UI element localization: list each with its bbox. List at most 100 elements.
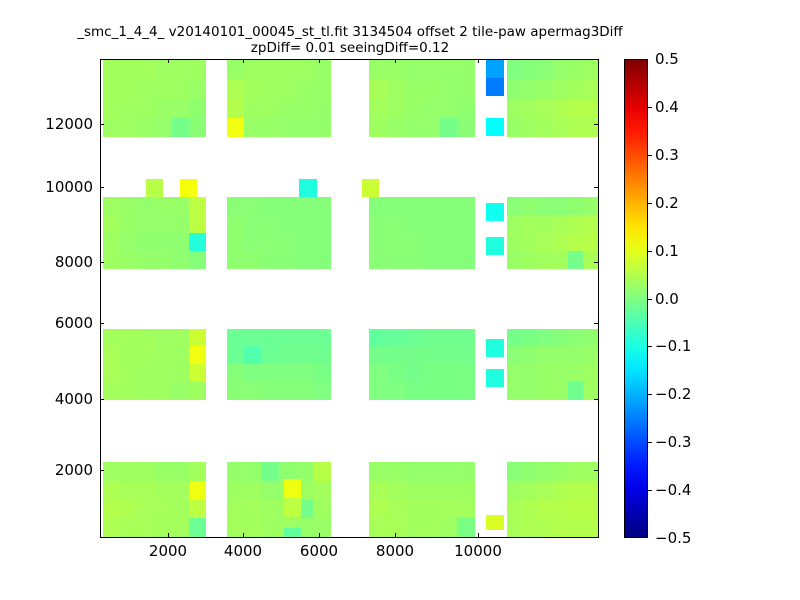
heatmap-cell [422,381,440,400]
heatmap-cell [386,232,405,251]
heatmap-cell [439,499,458,519]
heatmap-cell [278,328,296,347]
gap-cell-cyan [299,179,317,198]
heatmap-cell [313,499,331,519]
heatmap-cell [103,499,121,519]
heatmap-cell [439,328,458,347]
heatmap-cell [369,117,387,138]
heatmap-cell [582,60,598,80]
heatmap-cell [404,117,423,138]
heatmap-cell [189,499,207,519]
heatmap-cell [582,328,598,347]
heatmap-cell [552,196,568,215]
colorbar-tick [648,394,652,396]
heatmap-cell [313,79,331,99]
x-axis-tick [243,59,244,63]
heatmap-cell [120,480,138,500]
heatmap-cell [369,480,387,500]
x-axis-tick [168,533,169,537]
heatmap-cell [261,518,279,537]
heatmap-cell [422,60,440,80]
title-line-2: zpDiff= 0.01 seeingDiff=0.12 [250,40,450,56]
heatmap-cell [404,214,423,233]
heatmap-cell [439,346,458,365]
detector-tile [103,462,207,537]
heatmap-cell [154,117,172,138]
heatmap-cell [154,196,172,215]
heatmap-cell [582,346,598,365]
heatmap-cell [244,346,262,365]
heatmap-cell [567,117,583,138]
y-axis-tick [100,262,104,263]
heatmap-cell [522,60,538,80]
heatmap-cell [369,462,387,481]
heatmap-cell [244,250,262,269]
heatmap-cell [171,381,190,400]
detector-tile [369,462,475,537]
heatmap-cell [507,381,523,400]
heatmap-cell [244,381,262,400]
heatmap-cell [507,518,523,537]
heatmap-cell [567,214,583,233]
heatmap-cell [537,462,553,481]
heatmap-cell [422,328,440,347]
heatmap-cell [507,346,523,365]
y-axis-tick [100,470,104,471]
heatmap-cell [567,364,583,382]
heatmap-cell [507,79,523,99]
colorbar-tick-label: −0.3 [655,433,692,452]
heatmap-cell [171,499,190,519]
heatmap-cell [137,381,155,400]
gap-cell-yellow [486,514,504,531]
heatmap-cell [422,117,440,138]
heatmap-cell [386,214,405,233]
heatmap-cell [439,196,458,215]
x-axis-tick-label: 10000 [454,542,502,560]
heatmap-cell [582,462,598,481]
heatmap-cell [313,480,331,500]
heatmap-cell [552,60,568,80]
heatmap-cell [439,98,458,118]
heatmap-cell [120,499,138,519]
y-axis-tick [594,124,598,125]
heatmap-cell [103,328,121,347]
heatmap-cell [261,117,279,138]
heatmap-cell [244,328,262,347]
heatmap-cell [244,98,262,118]
heatmap-cell [137,214,155,233]
heatmap-cell [120,79,138,99]
heatmap-cell [582,250,598,269]
heatmap-cell [457,79,475,99]
heatmap-cell [261,480,279,500]
heatmap-cell [103,79,121,99]
x-axis-tick [395,59,396,63]
heatmap-cell [386,117,405,138]
heatmap-cell [261,60,279,80]
heatmap-cell [552,250,568,269]
heatmap-cell [154,60,172,80]
heatmap-cell [507,214,523,233]
heatmap-cell [369,364,387,382]
heatmap-cell [137,232,155,251]
heatmap-cell [154,79,172,99]
heatmap-cell [522,214,538,233]
heatmap-cell [120,98,138,118]
heatmap-cell [189,60,207,80]
heatmap-cell [189,518,207,537]
heatmap-cell [120,518,138,537]
heatmap-cell [582,499,598,519]
heatmap-cell [457,98,475,118]
heatmap-cell [404,364,423,382]
colorbar-tick-label: −0.1 [655,337,692,356]
heatmap-cell [261,250,279,269]
heatmap-cell [582,196,598,215]
heatmap-cell [154,346,172,365]
heatmap-cell [261,462,279,481]
heatmap-cell [244,364,262,382]
heatmap-cell [137,462,155,481]
heatmap-cell [439,518,458,537]
detector-tile [103,196,207,269]
heatmap-cell [171,328,190,347]
heatmap-cell [244,60,262,80]
